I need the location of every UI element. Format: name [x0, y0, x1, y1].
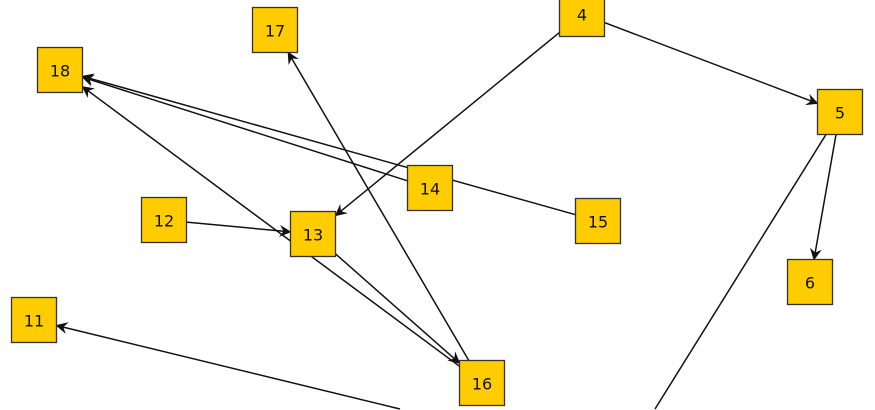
edge-14-to-18	[81, 74, 408, 182]
node-box[interactable]	[458, 359, 506, 407]
node-box[interactable]	[406, 164, 454, 212]
node-box[interactable]	[140, 196, 188, 244]
node-16[interactable]: 16	[458, 359, 506, 407]
node-label: 14	[420, 180, 440, 199]
node-box[interactable]	[574, 197, 622, 245]
node-6[interactable]: 6	[786, 258, 834, 306]
node-label: 15	[588, 213, 608, 232]
node-17[interactable]: 17	[251, 6, 299, 54]
node-4[interactable]: 4	[558, 0, 606, 38]
node-18[interactable]: 18	[36, 46, 84, 94]
node-label: 18	[50, 62, 70, 81]
edge-4-to-13	[334, 31, 560, 217]
node-12[interactable]: 12	[140, 196, 188, 244]
node-5[interactable]: 5	[816, 88, 864, 136]
node-13[interactable]: 13	[289, 210, 337, 258]
node-label: 12	[154, 212, 174, 231]
node-box[interactable]	[36, 46, 84, 94]
node-label: 13	[303, 226, 323, 245]
node-label: 11	[24, 312, 44, 331]
edge-15-to-18	[81, 73, 576, 216]
edges-layer	[55, 21, 837, 410]
edge-13-to-16	[335, 253, 461, 364]
node-box[interactable]	[816, 88, 864, 136]
edge-offscreen-to-11	[55, 322, 401, 410]
node-box[interactable]	[786, 258, 834, 306]
node-label: 6	[805, 274, 815, 293]
node-box[interactable]	[10, 296, 58, 344]
edge-12-to-13	[186, 221, 292, 237]
node-14[interactable]: 14	[406, 164, 454, 212]
edge-16-to-17	[287, 51, 470, 361]
node-box[interactable]	[289, 210, 337, 258]
node-box[interactable]	[558, 0, 606, 38]
node-15[interactable]: 15	[574, 197, 622, 245]
nodes-layer: 4 5 6 11 12 13 14 15 16 17 18	[10, 0, 864, 407]
edge-5-to-6	[809, 134, 837, 261]
edge-4-to-5	[604, 21, 819, 106]
edge-16-to-18	[81, 86, 460, 367]
edge-5-to-offscreen	[654, 134, 827, 410]
node-box[interactable]	[251, 6, 299, 54]
node-11[interactable]: 11	[10, 296, 58, 344]
node-label: 16	[472, 375, 492, 394]
node-label: 17	[265, 22, 285, 41]
node-label: 4	[577, 6, 587, 25]
node-label: 5	[835, 104, 845, 123]
